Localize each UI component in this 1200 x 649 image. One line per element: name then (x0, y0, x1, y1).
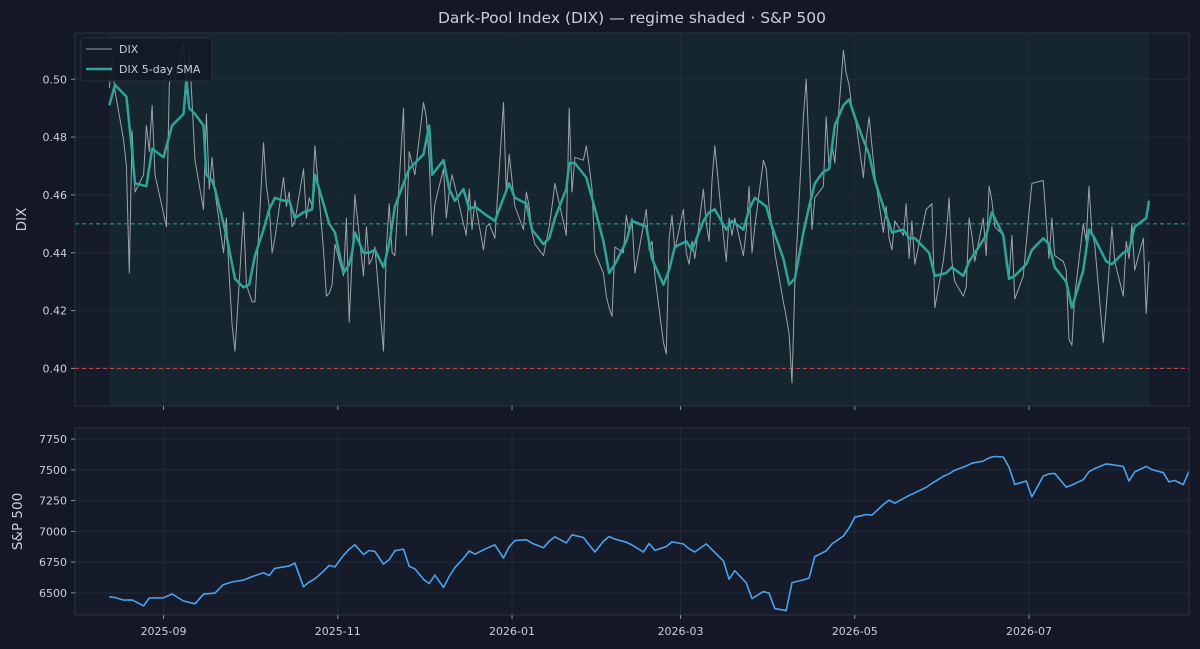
dix-y-tick-label: 0.40 (43, 362, 68, 375)
sp500-x-tick-label: 2026-03 (658, 625, 704, 638)
legend-box (80, 37, 213, 82)
dix-sma-series-line (108, 78, 1151, 309)
sp500-gridlines (75, 428, 1189, 615)
sp500-y-tick-label: 6500 (39, 587, 67, 600)
dix-y-tick-label: 0.44 (43, 247, 68, 260)
dix-plot-frame (74, 32, 1190, 407)
dix-legend: DIX DIX 5-day SMA (80, 37, 213, 82)
legend-label-dix-sma: DIX 5-day SMA (119, 63, 201, 76)
legend-label-dix: DIX (119, 43, 139, 56)
sp500-x-tick-label: 2025-11 (315, 625, 361, 638)
sp500-y-tick-label: 7000 (39, 525, 67, 538)
dix-y-tick-label: 0.42 (43, 305, 68, 318)
dix-y-axis-label: DIX (14, 208, 30, 232)
regime-shading (109, 33, 1150, 406)
sp500-x-tick-label: 2026-07 (1006, 625, 1052, 638)
sp500-x-tick-label: 2026-05 (832, 625, 878, 638)
sp500-y-axis-label: S&P 500 (10, 493, 26, 550)
dix-y-tick-label: 0.50 (43, 73, 68, 86)
sp500-y-tick-label: 7500 (39, 464, 67, 477)
sp500-y-tick-label: 7250 (39, 495, 67, 508)
dix-y-tick-label: 0.46 (43, 189, 68, 202)
sp500-y-tick-label: 6750 (39, 556, 67, 569)
sp500-series-group (109, 455, 1190, 612)
sp500-x-tick-label: 2026-01 (489, 625, 535, 638)
sp500-plot-area (75, 428, 1189, 615)
dix-y-axis: 0.40 0.42 0.44 0.46 0.48 0.50 (43, 73, 75, 375)
sp500-x-tick-label: 2025-09 (141, 625, 187, 638)
sp500-plot-frame (74, 427, 1190, 616)
sp500-y-tick-label: 7750 (39, 433, 67, 446)
sp500-x-axis: 2025-09 2025-11 2026-01 2026-03 2026-05 2026-… (141, 615, 1052, 638)
sp500-panel: 6500 6750 7000 7250 7500 7750 S&P 500 2025-09… (10, 427, 1190, 638)
dix-x-ticks (163, 406, 1030, 410)
dix-series-line (108, 44, 1150, 384)
chart-title: Dark-Pool Index (DIX) — regime shaded · … (438, 9, 826, 27)
dix-series-group (108, 44, 1151, 384)
dix-y-tick-label: 0.48 (43, 131, 68, 144)
dix-panel: 0.40 0.42 0.44 0.46 0.48 0.50 DIX DIX DIX 5-d… (14, 32, 1190, 410)
sp500-series-line (109, 455, 1190, 612)
sp500-y-axis: 6500 6750 7000 7250 7500 7750 (39, 433, 75, 600)
